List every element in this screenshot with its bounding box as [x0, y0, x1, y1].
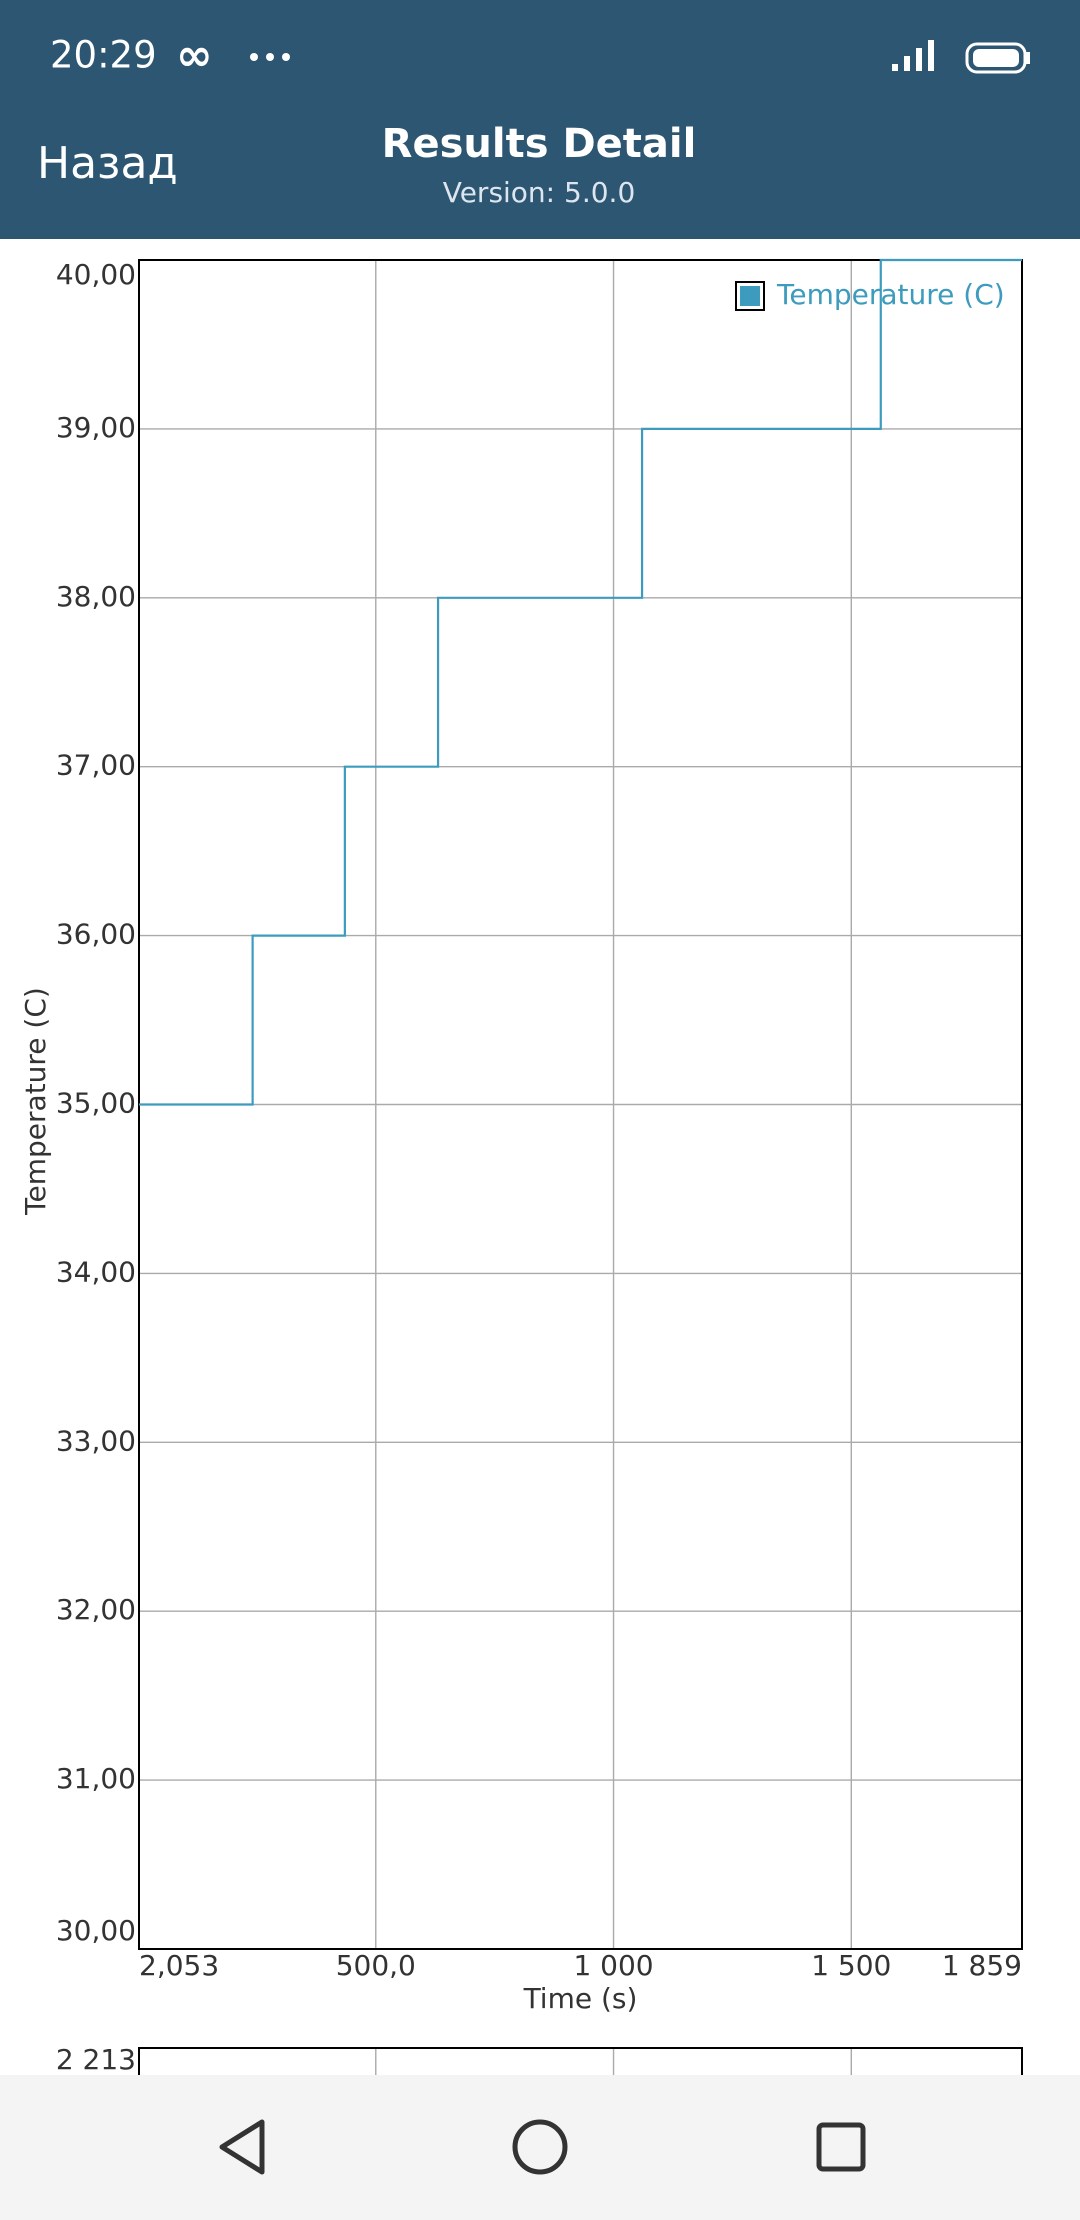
subtitle: Version: 5.0.0	[443, 176, 636, 209]
y-tick-label: 35,00	[56, 1087, 136, 1120]
status-time: 20:29	[50, 34, 157, 77]
y-tick-label: 39,00	[56, 411, 136, 444]
x-tick-label: 1 500	[811, 1949, 891, 1982]
nav-recents[interactable]	[816, 2122, 866, 2172]
x-tick-label: 500,0	[336, 1949, 416, 1982]
y-tick-label: 31,00	[56, 1762, 136, 1795]
y-tick-label: 37,00	[56, 749, 136, 782]
y-tick-label: 36,00	[56, 918, 136, 951]
y-tick-label: 30,00	[56, 1914, 136, 1947]
y-axis-title: Temperature (C)	[19, 987, 52, 1216]
x-tick-label: 2,053	[139, 1949, 219, 1982]
nav-bar	[0, 2075, 1080, 2220]
series-line	[139, 258, 1022, 1106]
legend-swatch-fill	[740, 286, 760, 306]
app-bar	[0, 0, 1080, 239]
infinity-icon: ∞	[176, 30, 213, 81]
y-tick-label: 32,00	[56, 1593, 136, 1626]
x-tick-label: 1 859	[942, 1949, 1022, 1982]
title: Results Detail	[382, 121, 697, 167]
legend-label: Temperature (C)	[776, 278, 1005, 311]
nav-back[interactable]	[219, 2119, 265, 2175]
nav-home[interactable]	[512, 2119, 568, 2175]
x-axis-title: Time (s)	[523, 1982, 638, 2015]
x-tick-label: 1 000	[573, 1949, 653, 1982]
next-chart-y-tick-label: 2 213	[56, 2043, 136, 2076]
y-tick-label: 33,00	[56, 1424, 136, 1457]
back-button[interactable]: Назад	[37, 138, 178, 189]
y-tick-label: 40,00	[56, 258, 136, 291]
signal-icon	[892, 40, 934, 71]
more-icon	[250, 53, 290, 61]
y-tick-label: 38,00	[56, 580, 136, 613]
y-tick-label: 34,00	[56, 1255, 136, 1288]
battery-icon	[965, 42, 1030, 74]
chart: 30,00 31,00 32,00 33,00 34,00 35,00 36,00 37,00…	[19, 258, 1023, 2075]
